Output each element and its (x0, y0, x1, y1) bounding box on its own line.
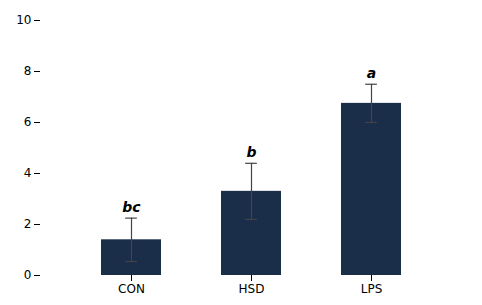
svg-text:2: 2 (24, 217, 32, 231)
svg-text:0: 0 (24, 268, 32, 282)
svg-text:LPS: LPS (361, 282, 383, 296)
svg-text:CON: CON (118, 282, 145, 296)
svg-text:8: 8 (24, 64, 32, 78)
svg-text:HSD: HSD (239, 282, 265, 296)
svg-text:a: a (367, 65, 376, 81)
svg-text:10: 10 (16, 13, 31, 27)
svg-text:bc: bc (122, 199, 141, 215)
svg-text:6: 6 (24, 115, 32, 129)
svg-text:b: b (246, 144, 256, 160)
svg-text:4: 4 (24, 166, 32, 180)
